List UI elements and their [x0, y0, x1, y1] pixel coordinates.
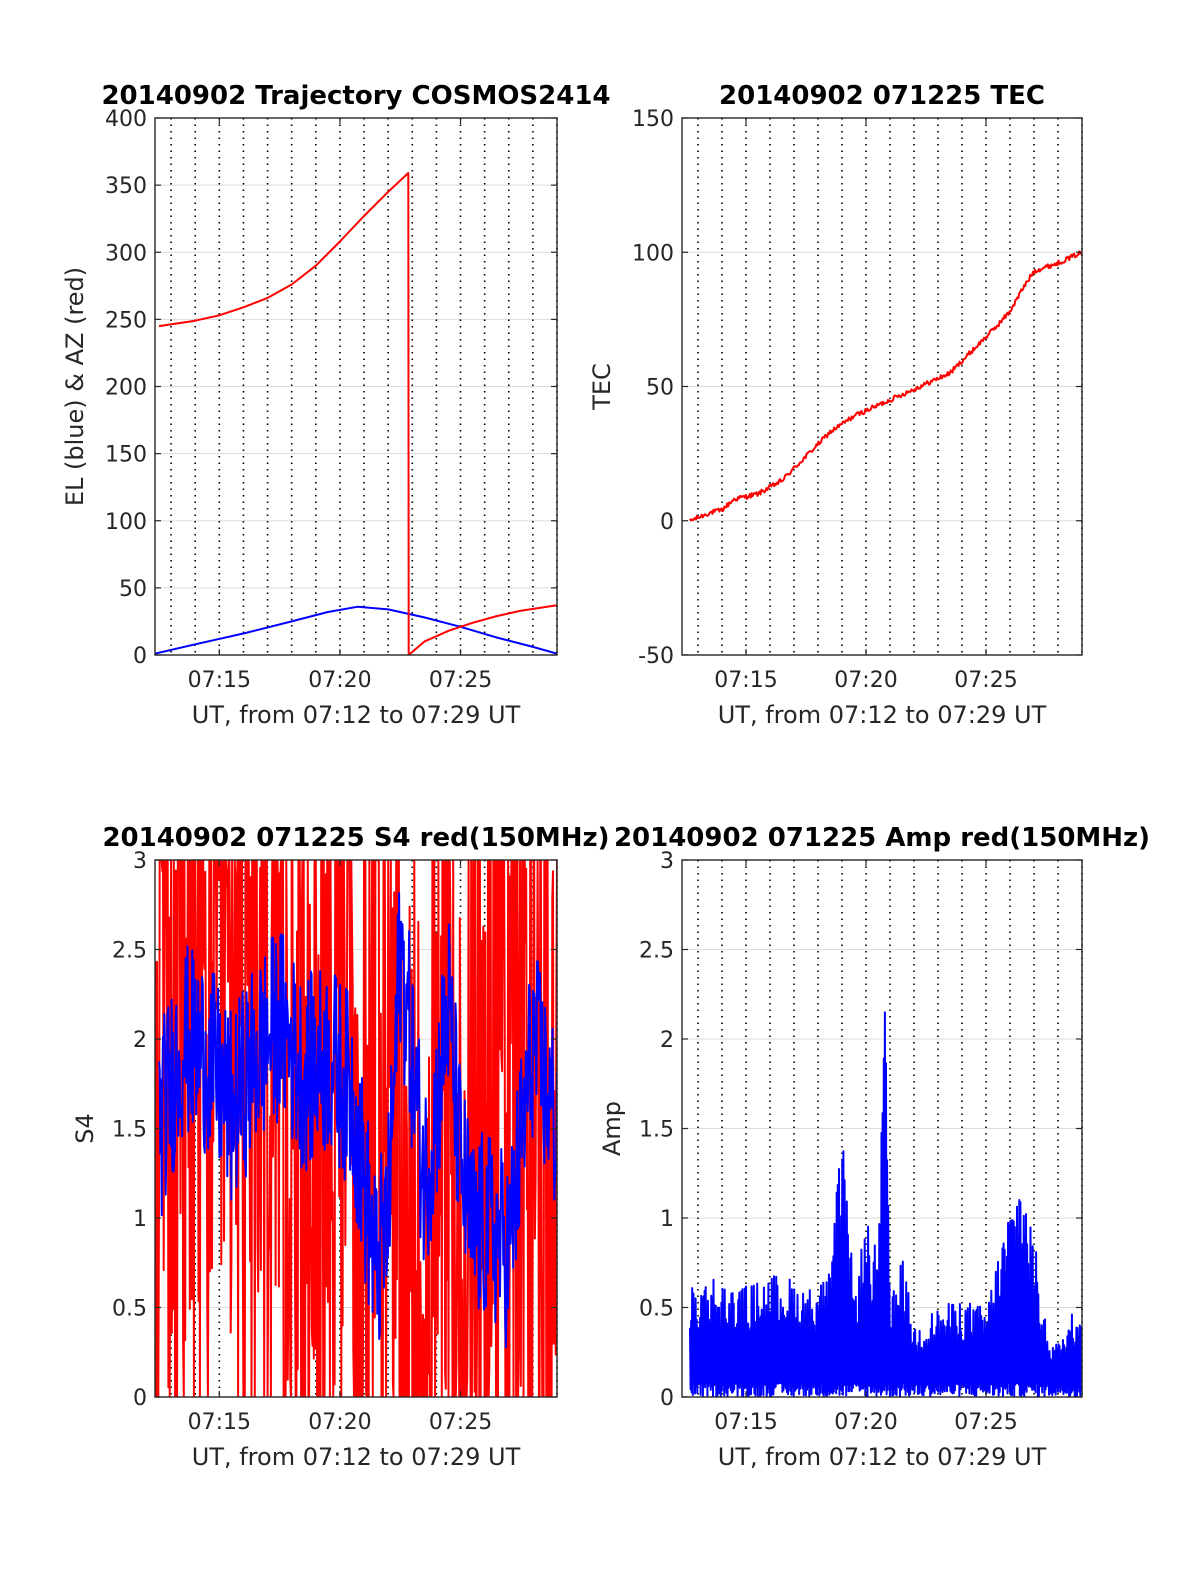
y-tick-label: 300: [105, 241, 147, 266]
series-amp-line: [689, 1011, 1082, 1397]
y-tick-label: 50: [646, 376, 674, 401]
y-tick-label: 50: [119, 577, 147, 602]
chart-title: 20140902 071225 Amp red(150MHz): [614, 823, 1150, 853]
y-tick-label: 0.5: [639, 1297, 674, 1322]
y-tick-label: 200: [105, 376, 147, 401]
series-az-line: [158, 172, 557, 655]
y-tick-label: 400: [105, 107, 147, 132]
y-tick-label: 2: [660, 1028, 674, 1053]
y-axis-label: Amp: [598, 1101, 626, 1156]
y-tick-label: 100: [105, 510, 147, 535]
y-tick-label: 0.5: [112, 1297, 147, 1322]
y-tick-label: 0: [660, 510, 674, 535]
x-tick-label: 07:15: [714, 1410, 777, 1435]
y-tick-label: 0: [133, 644, 147, 669]
panel-trajectory: 0 50 100 150 200 250 300 350 400 07:15 07:20 07:25 2…: [61, 81, 611, 729]
x-axis-label: UT, from 07:12 to 07:29 UT: [718, 701, 1047, 729]
y-tick-label: 1: [660, 1207, 674, 1232]
y-tick-label: 1.5: [112, 1118, 147, 1143]
y-tick-label: 2: [133, 1028, 147, 1053]
x-tick-label: 07:25: [429, 668, 492, 693]
chart-title: 20140902 071225 S4 red(150MHz): [102, 823, 609, 853]
y-tick-label: 3: [133, 849, 147, 874]
series-tec-line: [689, 250, 1082, 522]
x-tick-label: 07:15: [188, 1410, 251, 1435]
x-tick-label: 07:15: [714, 668, 777, 693]
x-tick-label: 07:20: [834, 668, 897, 693]
series-el-line: [155, 605, 557, 655]
y-tick-label: 0: [133, 1386, 147, 1411]
y-tick-label: 250: [105, 308, 147, 333]
x-axis-label: UT, from 07:12 to 07:29 UT: [718, 1443, 1047, 1471]
x-tick-label: 07:20: [308, 1410, 371, 1435]
series-s4-blue-line: [158, 892, 557, 1349]
y-tick-label: 1.5: [639, 1118, 674, 1143]
y-tick-label: -50: [638, 644, 674, 669]
y-tick-label: 2.5: [112, 939, 147, 964]
y-tick-label: 2.5: [639, 939, 674, 964]
y-axis-label: EL (blue) & AZ (red): [61, 267, 89, 506]
x-tick-label: 07:15: [188, 668, 251, 693]
y-tick-label: 3: [660, 849, 674, 874]
y-tick-label: 150: [632, 107, 674, 132]
x-tick-label: 07:20: [308, 668, 371, 693]
x-axis-label: UT, from 07:12 to 07:29 UT: [192, 701, 521, 729]
y-axis-label: TEC: [588, 363, 616, 411]
y-tick-label: 1: [133, 1207, 147, 1232]
panel-tec: -50 0 50 100 150 07:15 07:20 07:25 20140902 0712…: [588, 81, 1083, 729]
y-tick-label: 100: [632, 241, 674, 266]
y-tick-label: 350: [105, 174, 147, 199]
x-axis-label: UT, from 07:12 to 07:29 UT: [192, 1443, 521, 1471]
chart-title: 20140902 071225 TEC: [719, 81, 1045, 111]
x-tick-label: 07:20: [834, 1410, 897, 1435]
panel-s4: 0 0.5 1 1.5 2 2.5 3 07:15 07:20 07:25 20140902 071…: [71, 823, 610, 1471]
chart-title: 20140902 Trajectory COSMOS2414: [101, 81, 610, 111]
y-axis-label: S4: [71, 1113, 99, 1144]
panel-amp: 0 0.5 1 1.5 2 2.5 3 07:15 07:20 07:25 20140902 071…: [598, 823, 1150, 1471]
y-tick-label: 0: [660, 1386, 674, 1411]
x-tick-label: 07:25: [954, 668, 1017, 693]
x-tick-label: 07:25: [429, 1410, 492, 1435]
y-tick-label: 150: [105, 443, 147, 468]
x-tick-label: 07:25: [954, 1410, 1017, 1435]
